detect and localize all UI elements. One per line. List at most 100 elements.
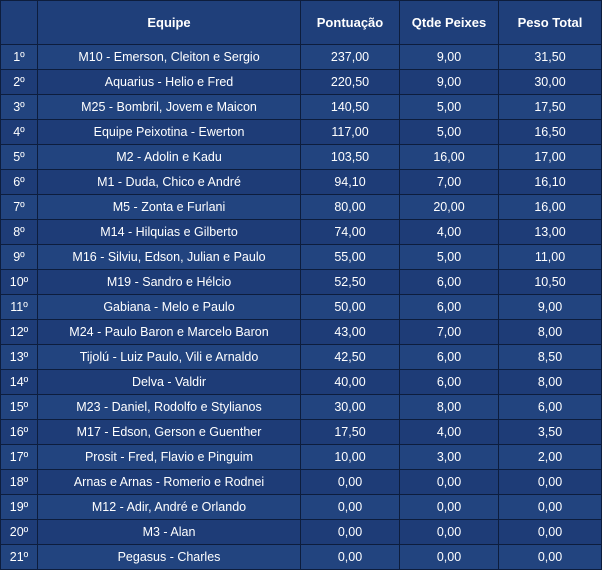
header-fish-count: Qtde Peixes: [399, 0, 499, 45]
score-cell: 17,50: [300, 419, 400, 445]
table-row: 10º M19 - Sandro e Hélcio 52,50 6,00 10,50: [0, 269, 602, 295]
score-cell: 0,00: [300, 494, 400, 520]
total-weight-cell: 8,50: [498, 344, 602, 370]
fish-count-cell: 0,00: [399, 469, 499, 495]
score-cell: 40,00: [300, 369, 400, 395]
fish-count-cell: 0,00: [399, 544, 499, 570]
score-cell: 74,00: [300, 219, 400, 245]
table-row: 19º M12 - Adir, André e Orlando 0,00 0,00 0,…: [0, 494, 602, 520]
header-rank: [0, 0, 38, 45]
fish-count-cell: 20,00: [399, 194, 499, 220]
fish-count-cell: 5,00: [399, 244, 499, 270]
rank-cell: 20º: [0, 519, 38, 545]
total-weight-cell: 10,50: [498, 269, 602, 295]
total-weight-cell: 30,00: [498, 69, 602, 95]
rank-cell: 10º: [0, 269, 38, 295]
team-cell: M10 - Emerson, Cleiton e Sergio: [37, 44, 301, 70]
table-row: 15º M23 - Daniel, Rodolfo e Stylianos 30,0…: [0, 394, 602, 420]
rank-cell: 2º: [0, 69, 38, 95]
total-weight-cell: 17,50: [498, 94, 602, 120]
total-weight-cell: 3,50: [498, 419, 602, 445]
score-cell: 103,50: [300, 144, 400, 170]
score-cell: 10,00: [300, 444, 400, 470]
team-cell: Prosit - Fred, Flavio e Pinguim: [37, 444, 301, 470]
rank-cell: 8º: [0, 219, 38, 245]
rank-cell: 3º: [0, 94, 38, 120]
table-row: 1º M10 - Emerson, Cleiton e Sergio 237,00 9…: [0, 44, 602, 70]
fish-count-cell: 0,00: [399, 494, 499, 520]
fish-count-cell: 7,00: [399, 319, 499, 345]
team-cell: M19 - Sandro e Hélcio: [37, 269, 301, 295]
score-cell: 94,10: [300, 169, 400, 195]
table-row: 12º M24 - Paulo Baron e Marcelo Baron 43,0…: [0, 319, 602, 345]
fish-count-cell: 0,00: [399, 519, 499, 545]
team-cell: Equipe Peixotina - Ewerton: [37, 119, 301, 145]
total-weight-cell: 31,50: [498, 44, 602, 70]
team-cell: M5 - Zonta e Furlani: [37, 194, 301, 220]
fish-count-cell: 5,00: [399, 119, 499, 145]
rank-cell: 11º: [0, 294, 38, 320]
team-cell: M3 - Alan: [37, 519, 301, 545]
score-cell: 117,00: [300, 119, 400, 145]
team-cell: Tijolú - Luiz Paulo, Vili e Arnaldo: [37, 344, 301, 370]
rank-cell: 16º: [0, 419, 38, 445]
table-row: 18º Arnas e Arnas - Romerio e Rodnei 0,00 0…: [0, 469, 602, 495]
rank-cell: 13º: [0, 344, 38, 370]
team-cell: M17 - Edson, Gerson e Guenther: [37, 419, 301, 445]
fish-count-cell: 8,00: [399, 394, 499, 420]
total-weight-cell: 6,00: [498, 394, 602, 420]
score-cell: 140,50: [300, 94, 400, 120]
rank-cell: 15º: [0, 394, 38, 420]
fish-count-cell: 4,00: [399, 219, 499, 245]
score-cell: 52,50: [300, 269, 400, 295]
score-cell: 237,00: [300, 44, 400, 70]
score-cell: 0,00: [300, 519, 400, 545]
team-cell: Delva - Valdir: [37, 369, 301, 395]
team-cell: Arnas e Arnas - Romerio e Rodnei: [37, 469, 301, 495]
rank-cell: 18º: [0, 469, 38, 495]
team-cell: M24 - Paulo Baron e Marcelo Baron: [37, 319, 301, 345]
rank-cell: 19º: [0, 494, 38, 520]
team-cell: Gabiana - Melo e Paulo: [37, 294, 301, 320]
rank-cell: 9º: [0, 244, 38, 270]
table-header: Equipe Pontuação Qtde Peixes Peso Total: [0, 0, 602, 45]
total-weight-cell: 17,00: [498, 144, 602, 170]
table-row: 16º M17 - Edson, Gerson e Guenther 17,50 4,…: [0, 419, 602, 445]
rank-cell: 12º: [0, 319, 38, 345]
team-cell: M1 - Duda, Chico e André: [37, 169, 301, 195]
table-row: 21º Pegasus - Charles 0,00 0,00 0,00: [0, 544, 602, 570]
header-row: Equipe Pontuação Qtde Peixes Peso Total: [0, 0, 602, 45]
table-row: 14º Delva - Valdir 40,00 6,00 8,00: [0, 369, 602, 395]
score-cell: 55,00: [300, 244, 400, 270]
total-weight-cell: 9,00: [498, 294, 602, 320]
table-row: 2º Aquarius - Helio e Fred 220,50 9,00 30,00: [0, 69, 602, 95]
score-cell: 0,00: [300, 544, 400, 570]
table-body: 1º M10 - Emerson, Cleiton e Sergio 237,00 9…: [0, 44, 602, 570]
fish-count-cell: 6,00: [399, 344, 499, 370]
total-weight-cell: 2,00: [498, 444, 602, 470]
table-row: 8º M14 - Hilquias e Gilberto 74,00 4,00 13,0…: [0, 219, 602, 245]
team-cell: Aquarius - Helio e Fred: [37, 69, 301, 95]
table-row: 7º M5 - Zonta e Furlani 80,00 20,00 16,00: [0, 194, 602, 220]
table-row: 11º Gabiana - Melo e Paulo 50,00 6,00 9,00: [0, 294, 602, 320]
table-row: 17º Prosit - Fred, Flavio e Pinguim 10,00 3…: [0, 444, 602, 470]
header-team: Equipe: [37, 0, 301, 45]
table-row: 4º Equipe Peixotina - Ewerton 117,00 5,00 16…: [0, 119, 602, 145]
team-cell: M23 - Daniel, Rodolfo e Stylianos: [37, 394, 301, 420]
fish-count-cell: 6,00: [399, 269, 499, 295]
table-row: 13º Tijolú - Luiz Paulo, Vili e Arnaldo 42…: [0, 344, 602, 370]
total-weight-cell: 16,00: [498, 194, 602, 220]
fish-count-cell: 16,00: [399, 144, 499, 170]
fish-count-cell: 5,00: [399, 94, 499, 120]
score-cell: 80,00: [300, 194, 400, 220]
table-row: 3º M25 - Bombril, Jovem e Maicon 140,50 5,0…: [0, 94, 602, 120]
team-cell: M12 - Adir, André e Orlando: [37, 494, 301, 520]
rank-cell: 5º: [0, 144, 38, 170]
team-cell: M14 - Hilquias e Gilberto: [37, 219, 301, 245]
total-weight-cell: 0,00: [498, 494, 602, 520]
fish-count-cell: 9,00: [399, 44, 499, 70]
team-cell: Pegasus - Charles: [37, 544, 301, 570]
total-weight-cell: 0,00: [498, 544, 602, 570]
table-row: 20º M3 - Alan 0,00 0,00 0,00: [0, 519, 602, 545]
rank-cell: 6º: [0, 169, 38, 195]
